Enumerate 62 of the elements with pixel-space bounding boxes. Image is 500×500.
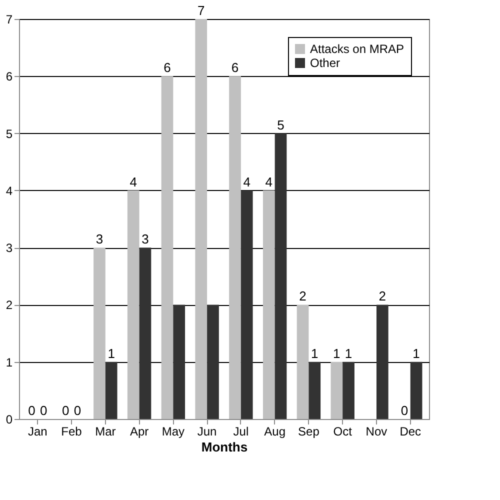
data-label: 4 [243,174,250,190]
bar [262,190,275,419]
x-tick-label: Aug [264,424,286,438]
bar [161,76,174,419]
y-tick-label: 0 [6,412,13,426]
x-tick-label: Mar [95,424,116,438]
bar [195,19,208,419]
y-tick-label: 2 [6,298,13,312]
bar [105,362,118,419]
legend-label: Other [310,56,340,70]
bar [139,248,152,419]
bar [296,304,309,419]
x-tick-label: Oct [333,424,353,438]
data-label: 1 [333,346,340,361]
data-label: 4 [130,174,137,190]
x-tick-label: Sep [298,424,320,438]
x-tick-label: Dec [400,424,422,438]
data-label: 1 [108,346,115,361]
data-label: 4 [265,174,273,190]
data-label: 0 [400,403,408,418]
bar [127,190,140,419]
x-tick-label: Feb [61,424,82,438]
data-label: 6 [164,60,171,76]
bar [207,304,219,419]
data-label: 1 [412,346,420,361]
x-tick-label: Jun [197,424,217,438]
y-tick-label: 7 [6,12,13,26]
bar [229,76,241,419]
legend-label: Attacks on MRAP [310,42,404,56]
bar [173,304,186,419]
y-tick-label: 3 [6,241,13,256]
data-label: 2 [299,288,306,304]
bar [330,362,343,419]
data-label: 0 [74,403,82,418]
x-axis-title: Months [201,440,248,454]
data-label: 0 [40,403,48,418]
data-label: 0 [28,403,36,418]
y-tick-label: 5 [6,126,13,141]
bar [308,362,321,419]
data-label: 3 [142,232,149,247]
data-label: 2 [378,288,386,304]
bar [274,133,287,419]
bar [240,190,253,419]
x-tick-label: Jan [28,424,48,438]
data-label: 6 [231,60,239,76]
x-tick-label: Nov [366,424,388,438]
data-label: 1 [311,346,318,361]
y-tick-label: 4 [6,184,13,198]
data-label: 5 [277,117,284,132]
data-label: 3 [96,232,104,247]
x-tick-label: Jul [233,424,249,438]
x-tick-label: Apr [130,424,149,438]
x-tick-label: May [162,424,185,438]
bar [342,362,354,419]
y-tick-label: 1 [6,355,13,370]
bar [410,362,422,419]
data-label: 1 [344,346,352,361]
data-label: 0 [62,403,70,418]
bar [94,248,106,419]
y-tick-label: 6 [6,70,13,84]
data-label: 7 [198,3,205,18]
bar [376,304,388,419]
